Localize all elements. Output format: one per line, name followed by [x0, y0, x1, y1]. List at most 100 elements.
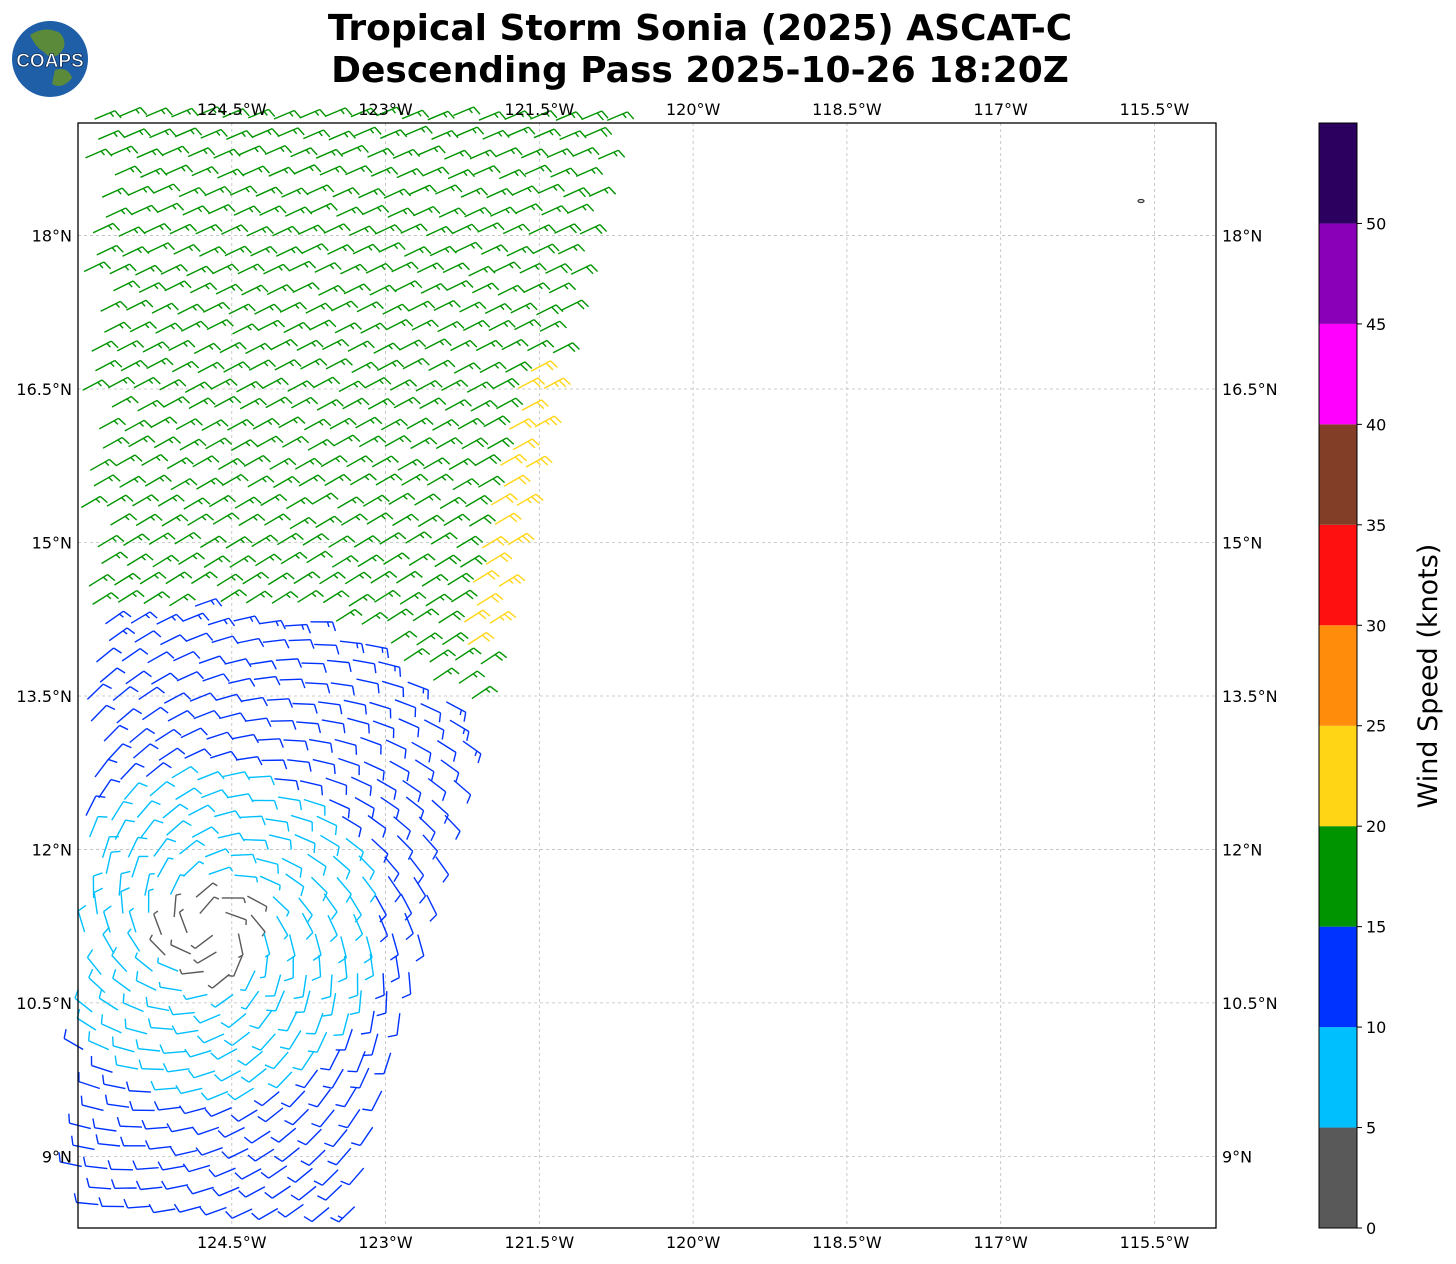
wind-barb-feather [215, 477, 224, 485]
wind-barb [376, 106, 404, 117]
wind-barb [485, 552, 513, 565]
wind-barb-shaft [170, 944, 192, 955]
wind-barb-shaft [404, 246, 425, 257]
wind-barb [85, 795, 106, 816]
wind-barb-shaft [76, 1201, 99, 1206]
wind-barb-half-feather [221, 321, 227, 327]
wind-barb [224, 245, 252, 257]
wind-barb-half-feather [443, 362, 448, 367]
wind-barb-half-feather [540, 166, 545, 172]
wind-barb-shaft [371, 1033, 379, 1056]
wind-barb-half-feather [459, 151, 464, 157]
wind-barb [461, 437, 489, 450]
wind-barb-shaft [365, 262, 387, 274]
wind-barb-shaft [120, 359, 141, 372]
wind-barb-half-feather [399, 437, 404, 443]
wind-barb-shaft [348, 593, 368, 607]
wind-barb [477, 222, 505, 233]
wind-barb [324, 1129, 348, 1148]
wind-barb [113, 280, 141, 292]
wind-barb-half-feather [179, 874, 186, 877]
wind-barb-feather [434, 632, 444, 640]
wind-barb-feather [129, 513, 138, 521]
wind-barb-feather [227, 1093, 236, 1101]
wind-barb-feather [406, 771, 410, 782]
wind-barb [177, 303, 205, 315]
wind-barb-shaft [199, 896, 215, 915]
wind-barb-half-feather [587, 149, 592, 155]
wind-barb [392, 148, 421, 159]
wind-barb [351, 1126, 374, 1147]
wind-barb-feather [392, 589, 401, 598]
wind-barb [354, 796, 375, 818]
wind-barb-feather [286, 955, 296, 962]
wind-barb-half-feather [126, 147, 131, 153]
wind-barb-shaft [541, 205, 562, 216]
wind-barb [367, 147, 395, 158]
wind-barb-feather [297, 416, 306, 424]
wind-barb-feather [213, 710, 221, 719]
wind-barb-half-feather [260, 593, 266, 598]
wind-barb-half-feather [151, 150, 157, 156]
wind-barb-feather [221, 789, 229, 798]
wind-barb [401, 109, 430, 120]
wind-barb [566, 203, 595, 215]
wind-barb-half-feather [179, 968, 183, 975]
wind-barb [171, 765, 199, 779]
wind-barb-half-feather [501, 190, 507, 196]
wind-barb-shaft [124, 419, 145, 432]
wind-barb-feather [358, 765, 360, 776]
wind-barb-feather [339, 455, 348, 463]
wind-barb [336, 206, 364, 217]
wind-barb-feather [173, 436, 181, 444]
wind-barb-feather [95, 795, 106, 799]
wind-barb-feather [138, 1059, 143, 1069]
wind-barb [102, 926, 115, 954]
wind-barb-shaft [125, 1027, 148, 1035]
wind-barb-half-feather [469, 650, 474, 655]
wind-barb-shaft [221, 1069, 242, 1082]
wind-barb-shaft [433, 299, 454, 312]
wind-barb-shaft [137, 399, 158, 412]
wind-barb-feather [253, 734, 260, 744]
wind-barb [426, 225, 454, 237]
wind-barb-shaft [358, 990, 362, 1013]
wind-barb-feather [145, 553, 154, 561]
wind-barb [208, 1167, 236, 1178]
wind-barb-feather [427, 689, 429, 700]
wind-barb-shaft [293, 571, 313, 585]
wind-barb-feather [102, 926, 110, 935]
lat-tick-label-left: 10.5°N [16, 994, 72, 1013]
wind-barb-shaft [127, 837, 139, 858]
wind-barb-feather [135, 971, 139, 981]
wind-barb-shaft [122, 246, 143, 257]
wind-barb-half-feather [446, 132, 452, 138]
wind-barb-feather [145, 996, 149, 1007]
wind-barb [154, 728, 182, 742]
wind-barb-feather [205, 513, 215, 521]
wind-barb-feather [123, 1198, 129, 1209]
wind-barb [327, 1147, 352, 1166]
wind-barb-shaft [484, 302, 506, 315]
wind-barb-half-feather [543, 226, 549, 232]
wind-barb-half-feather [152, 402, 157, 407]
wind-barb-half-feather [199, 383, 205, 389]
wind-barb [157, 494, 185, 507]
wind-barb-feather [118, 417, 127, 426]
wind-barb-shaft [320, 834, 340, 848]
wind-barb-shaft [119, 106, 141, 117]
wind-barb-half-feather [334, 167, 340, 173]
logo-text: COAPS [16, 51, 84, 72]
wind-barb-shaft [288, 260, 310, 272]
wind-barb-feather [195, 418, 203, 426]
wind-barb-feather [531, 496, 540, 504]
wind-barb-feather [233, 396, 242, 404]
wind-barb-feather [112, 474, 121, 482]
wind-barb [328, 535, 356, 548]
wind-barb [361, 204, 390, 216]
wind-barb-feather [235, 573, 244, 581]
wind-barb-shaft [452, 478, 473, 491]
wind-barb-half-feather [188, 534, 194, 540]
wind-barb-half-feather [326, 495, 331, 500]
wind-barb-feather [500, 536, 509, 544]
